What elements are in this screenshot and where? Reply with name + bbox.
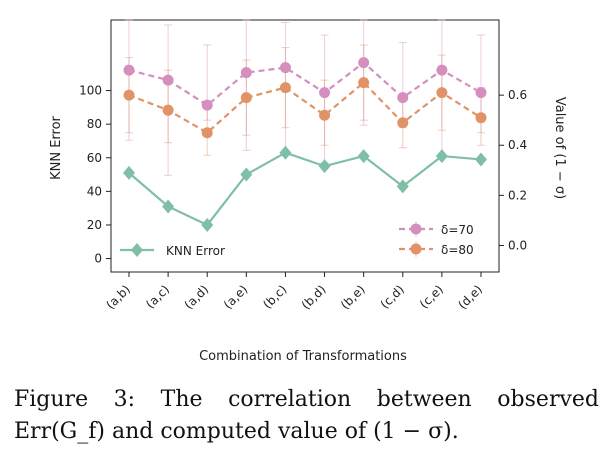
data-point bbox=[397, 92, 409, 104]
data-point bbox=[436, 87, 448, 99]
legends: KNN Error δ=70 δ=80 bbox=[120, 221, 474, 258]
left-tick-label: 60 bbox=[87, 151, 102, 165]
data-point bbox=[436, 64, 448, 76]
data-point bbox=[123, 64, 135, 76]
x-tick-label: (c,e) bbox=[417, 282, 446, 311]
data-point bbox=[123, 165, 135, 180]
data-point bbox=[240, 92, 252, 104]
series-line bbox=[128, 81, 482, 135]
left-tick-label: 20 bbox=[87, 218, 102, 232]
left-axis-ticks: 0 20 40 60 80 100 bbox=[79, 84, 111, 266]
left-tick-label: 0 bbox=[94, 252, 102, 266]
data-point bbox=[201, 217, 214, 232]
series-lines bbox=[128, 61, 482, 227]
caption-line-1: Figure 3: The correlation between observ… bbox=[14, 387, 599, 412]
data-point bbox=[279, 62, 291, 74]
legend-marker bbox=[410, 243, 422, 255]
data-point bbox=[279, 82, 291, 94]
data-point bbox=[162, 74, 174, 86]
x-tick-label: (a,c) bbox=[143, 282, 172, 311]
series-markers bbox=[123, 57, 487, 232]
data-point bbox=[201, 127, 213, 139]
data-point bbox=[475, 87, 487, 99]
data-point bbox=[397, 117, 409, 129]
x-tick-label: (b,e) bbox=[338, 282, 368, 312]
data-point bbox=[318, 159, 331, 174]
data-point bbox=[435, 149, 448, 164]
data-point bbox=[240, 167, 253, 182]
legend-marker bbox=[131, 243, 143, 257]
right-tick-label: 0.2 bbox=[508, 188, 527, 202]
right-axis-ticks: 0.0 0.2 0.4 0.6 bbox=[499, 88, 527, 252]
caption-line-2: Err(G_f) and computed value of (1 − σ). bbox=[14, 419, 459, 444]
left-tick-label: 100 bbox=[79, 84, 102, 98]
data-point bbox=[358, 57, 370, 69]
x-tick-label: (c,d) bbox=[378, 282, 407, 311]
x-tick-label: (a,d) bbox=[182, 282, 212, 312]
x-tick-label: (a,b) bbox=[103, 282, 133, 312]
y-axis-label-right: Value of (1 − σ) bbox=[552, 97, 567, 199]
x-tick-label: (b,c) bbox=[260, 282, 289, 311]
left-tick-label: 80 bbox=[87, 117, 102, 131]
x-tick-label: (a,e) bbox=[221, 282, 251, 312]
data-point bbox=[319, 109, 331, 121]
data-point bbox=[240, 67, 252, 79]
data-point bbox=[396, 179, 409, 194]
right-tick-label: 0.6 bbox=[508, 88, 527, 102]
data-point bbox=[475, 152, 487, 167]
legend-marker bbox=[410, 223, 422, 235]
chart: 0 20 40 60 80 100 0.0 0.2 0.4 0.6 (a,b) (a,c) (a,d… bbox=[49, 19, 567, 364]
data-point bbox=[162, 104, 174, 116]
legend-label: KNN Error bbox=[166, 244, 225, 258]
data-point bbox=[357, 149, 370, 164]
right-tick-label: 0.0 bbox=[508, 238, 527, 252]
legend-label: δ=70 bbox=[441, 223, 474, 237]
data-point bbox=[162, 199, 175, 214]
data-point bbox=[279, 145, 292, 160]
series-line bbox=[128, 61, 482, 107]
legend-label: δ=80 bbox=[441, 243, 474, 257]
data-point bbox=[358, 77, 370, 89]
x-axis-ticks: (a,b) (a,c) (a,d) (a,e) (b,c) (b,d) (b,e) (c,d)… bbox=[103, 272, 485, 312]
y-axis-label-left: KNN Error bbox=[49, 115, 64, 179]
data-point bbox=[201, 99, 213, 111]
x-tick-label: (b,d) bbox=[299, 282, 329, 312]
data-point bbox=[475, 112, 487, 124]
right-tick-label: 0.4 bbox=[508, 138, 527, 152]
data-point bbox=[123, 89, 135, 101]
data-point bbox=[319, 87, 331, 99]
figure-caption: Figure 3: The correlation between observ… bbox=[14, 384, 599, 448]
x-tick-label: (d,e) bbox=[455, 282, 485, 312]
series-line bbox=[128, 151, 482, 227]
error-bars bbox=[125, 19, 485, 176]
x-axis-label: Combination of Transformations bbox=[199, 349, 407, 364]
left-tick-label: 40 bbox=[87, 184, 102, 198]
plot-frame bbox=[110, 19, 500, 273]
